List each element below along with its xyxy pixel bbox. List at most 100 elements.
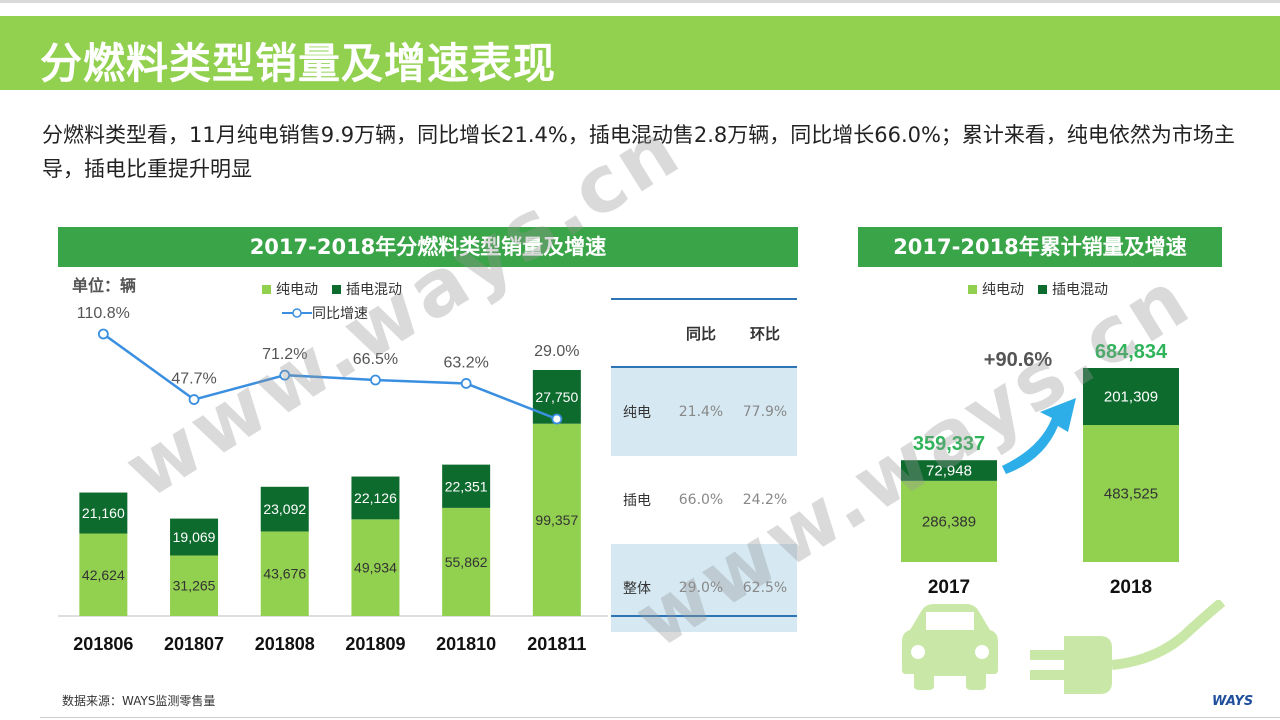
x-tick-label: 201811 xyxy=(527,634,586,654)
bar-phev xyxy=(79,492,128,534)
cum-bar-phev xyxy=(901,460,997,481)
x-tick-label: 201809 xyxy=(345,634,405,654)
cum-bar-phev xyxy=(1083,368,1179,426)
yoy-label: 29.0% xyxy=(534,343,579,360)
cum-x-tick-label: 2017 xyxy=(928,577,970,598)
cum-total-label: 684,834 xyxy=(1095,341,1168,363)
legend-yoy-label: 同比增速 xyxy=(312,306,368,322)
x-tick-label: 201807 xyxy=(164,634,224,654)
left-chart-header: 2017-2018年分燃料类型销量及增速 xyxy=(58,227,798,267)
legend-bev-right-swatch xyxy=(968,284,977,294)
yoy-label: 47.7% xyxy=(171,371,216,388)
ratio-cell: 77.9% xyxy=(742,404,788,420)
cum-bar-bev xyxy=(901,480,997,562)
bar-phev xyxy=(170,518,219,556)
yoy-point xyxy=(97,328,109,340)
ratio-cell: 纯电 xyxy=(623,405,651,421)
ratio-row-total: 整体 29.0% 62.5% xyxy=(611,544,797,632)
top-divider xyxy=(0,0,1280,3)
bar-bev-label: 43,676 xyxy=(263,566,306,582)
right-chart-header: 2017-2018年累计销量及增速 xyxy=(858,227,1222,267)
cum-phev-label: 201,309 xyxy=(1104,389,1158,406)
ways-logo: WAYS xyxy=(1212,694,1254,709)
yoy-point xyxy=(551,413,563,425)
ratio-cell: 21.4% xyxy=(678,404,724,420)
bar-bev-label: 99,357 xyxy=(535,512,578,528)
cum-bev-label: 286,389 xyxy=(922,513,976,530)
bar-phev xyxy=(442,464,491,508)
legend-line-marker xyxy=(282,308,312,318)
x-tick-label: 201806 xyxy=(73,634,133,654)
bar-phev-label: 19,069 xyxy=(173,529,216,545)
left-legend-row1: 纯电动 插电混动 xyxy=(262,279,416,299)
bar-phev-label: 22,126 xyxy=(354,490,397,506)
legend-bev-right-label: 纯电动 xyxy=(982,282,1024,298)
yoy-label: 63.2% xyxy=(443,354,488,371)
ratio-cell: 66.0% xyxy=(678,492,724,508)
bar-bev xyxy=(532,423,581,616)
growth-label: +90.6% xyxy=(984,349,1053,371)
legend-bev-swatch xyxy=(262,284,271,294)
unit-label: 单位：辆 xyxy=(72,276,137,295)
ratio-header-yoy: 同比 xyxy=(685,324,716,343)
ratio-table-top-line xyxy=(611,298,797,300)
legend-bev-label: 纯电动 xyxy=(276,282,318,298)
page-title: 分燃料类型销量及增速表现 xyxy=(40,39,557,88)
cum-x-tick-label: 2018 xyxy=(1110,577,1152,598)
ratio-cell: 29.0% xyxy=(678,580,724,596)
bar-phev xyxy=(260,486,309,532)
legend-phev-label: 插电混动 xyxy=(346,282,402,298)
footer-divider xyxy=(40,717,1280,718)
car-plug-illustration xyxy=(902,600,1226,694)
bar-bev xyxy=(351,519,400,616)
bar-phev-label: 21,160 xyxy=(82,505,125,521)
yoy-point xyxy=(370,374,381,386)
cum-phev-label: 72,948 xyxy=(926,463,972,480)
yoy-line xyxy=(102,332,558,421)
legend-phev-right-label: 插电混动 xyxy=(1052,282,1108,298)
bar-bev xyxy=(442,507,491,616)
bar-bev xyxy=(170,555,219,616)
ratio-cell: 62.5% xyxy=(742,580,788,596)
cum-total-label: 359,337 xyxy=(913,433,985,455)
legend-phev-right: 插电混动 xyxy=(1038,279,1108,299)
right-legend: 纯电动 插电混动 xyxy=(968,279,1122,299)
title-bar: 分燃料类型销量及增速表现 xyxy=(0,16,1280,90)
bar-bev-label: 49,934 xyxy=(354,560,397,576)
bar-phev-label: 23,092 xyxy=(263,501,306,517)
cum-bev-label: 483,525 xyxy=(1104,486,1158,503)
ratio-cell: 24.2% xyxy=(742,492,788,508)
legend-phev: 插电混动 xyxy=(332,279,402,299)
yoy-label: 66.5% xyxy=(353,351,398,368)
legend-phev-swatch xyxy=(332,284,341,294)
bar-phev xyxy=(351,476,400,520)
x-tick-label: 201808 xyxy=(255,634,315,654)
yoy-point xyxy=(188,394,200,405)
ratio-row-phev: 插电 66.0% 24.2% xyxy=(611,456,797,544)
legend-bev-right: 纯电动 xyxy=(968,279,1024,299)
plug-icon xyxy=(1030,636,1112,694)
cum-bar-bev xyxy=(1083,425,1179,562)
left-legend-row2: 同比增速 xyxy=(282,303,368,323)
ratio-cell: 插电 xyxy=(623,493,651,509)
bar-phev-label: 22,351 xyxy=(445,478,488,494)
yoy-point xyxy=(279,369,291,381)
ratio-table-bottom-line xyxy=(611,615,797,617)
ratio-row-bev: 纯电 21.4% 77.9% xyxy=(611,368,797,456)
yoy-label: 71.2% xyxy=(262,346,307,363)
bar-phev-label: 27,750 xyxy=(535,389,578,405)
bar-bev-label: 42,624 xyxy=(82,567,125,583)
legend-bev: 纯电动 xyxy=(262,279,318,299)
yoy-point xyxy=(460,378,472,389)
ratio-table-header: 同比 环比 xyxy=(611,300,797,368)
ratio-cell: 整体 xyxy=(623,581,651,597)
bar-bev-label: 55,862 xyxy=(445,554,488,570)
ratio-table: 同比 环比 纯电 21.4% 77.9% 插电 66.0% 24.2% 整体 2… xyxy=(611,300,797,632)
legend-phev-right-swatch xyxy=(1038,284,1047,294)
yoy-label: 110.8% xyxy=(77,305,130,322)
x-tick-label: 201810 xyxy=(436,634,496,654)
bar-bev xyxy=(79,533,128,616)
bar-bev xyxy=(260,531,309,616)
ratio-header-mom: 环比 xyxy=(749,324,780,343)
